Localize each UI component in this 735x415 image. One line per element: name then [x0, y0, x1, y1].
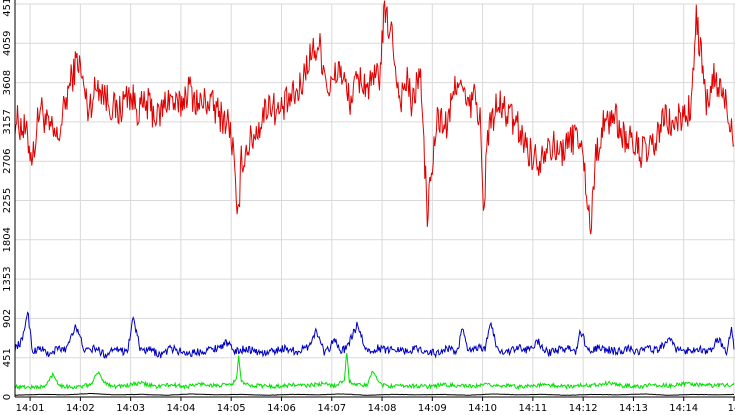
y-tick-label: 902	[2, 309, 13, 328]
x-tick-label: 14:05	[217, 403, 246, 414]
y-tick-label: 1804	[2, 227, 13, 252]
x-tick-label: 14:09	[418, 403, 447, 414]
y-tick-label: 451	[2, 348, 13, 367]
series-layer	[14, 0, 735, 396]
x-tick-label: 14:12	[569, 403, 598, 414]
series-line-3	[14, 353, 735, 391]
x-tick-label: 14:04	[167, 403, 196, 414]
x-tick-label: 14:10	[468, 403, 497, 414]
x-tick-label: 14:07	[317, 403, 346, 414]
y-tick-label: 3157	[2, 109, 13, 134]
x-tick-label: 14:06	[267, 403, 296, 414]
x-tick-label: 14:01	[16, 403, 45, 414]
y-tick-label: 1353	[2, 266, 13, 291]
x-tick-label: 14:02	[66, 403, 95, 414]
series-line-4	[14, 392, 735, 396]
x-tick-label: 14:08	[368, 403, 397, 414]
x-tick-label: 14:13	[619, 403, 648, 414]
x-tick-label: 14	[728, 403, 735, 414]
series-line-2	[14, 311, 735, 359]
y-tick-label: 4510	[2, 0, 13, 17]
y-tick-label: 3608	[2, 70, 13, 95]
y-axis-tick-labels: 0 451 902 1353 1804 2255 2706 3157 3608 4059 4510	[2, 0, 13, 400]
axis-layer	[14, 0, 735, 401]
y-tick-label: 4059	[2, 31, 13, 56]
series-line-1	[14, 0, 735, 235]
x-tick-label: 14:03	[116, 403, 145, 414]
y-tick-label: 2706	[2, 148, 13, 173]
x-tick-label: 14:14	[669, 403, 698, 414]
y-tick-label: 2255	[2, 188, 13, 213]
x-tick-label: 14:11	[518, 403, 547, 414]
x-axis-tick-labels: 14:01 14:02 14:03 14:04 14:05 14:06 14:07 14:08…	[16, 403, 735, 414]
y-tick-label: 0	[2, 394, 13, 400]
